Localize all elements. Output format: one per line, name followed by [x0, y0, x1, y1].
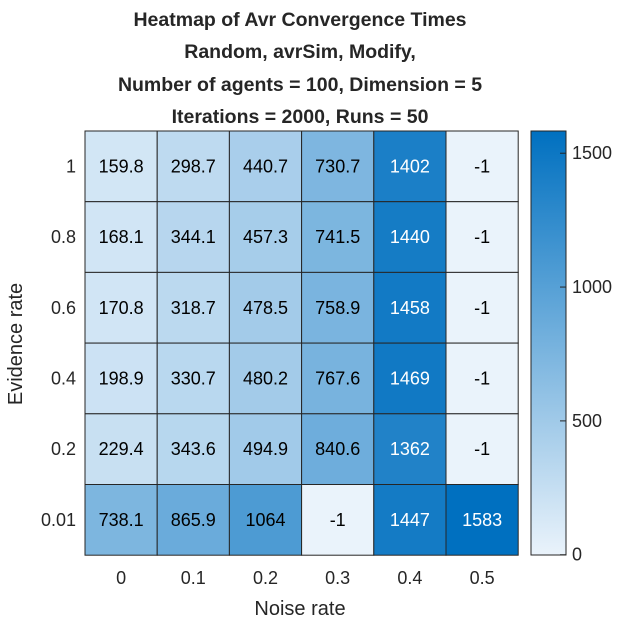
x-tick-labels: 0 0.1 0.2 0.3 0.4 0.5 — [116, 568, 495, 588]
heatmap-cell — [445, 484, 519, 556]
y-tick-label: 1 — [66, 156, 76, 176]
heatmap-cell — [156, 130, 230, 203]
y-tick-labels: 1 0.8 0.6 0.4 0.2 0.01 — [41, 156, 76, 529]
cell-value-label: 344.1 — [171, 227, 216, 247]
cell-value-label: 440.7 — [243, 156, 288, 176]
x-tick-label: 0.2 — [253, 568, 278, 588]
cell-value-label: -1 — [474, 227, 490, 247]
y-tick-label: 0.4 — [51, 368, 76, 388]
cell-value-label: 865.9 — [171, 510, 216, 530]
heatmap-cell — [228, 413, 303, 485]
cell-value-label: 738.1 — [99, 510, 144, 530]
heatmap-cell — [301, 271, 375, 344]
heatmap-cell — [301, 130, 375, 203]
y-tick-label: 0.2 — [51, 439, 76, 459]
cell-value-label: 494.9 — [243, 439, 288, 459]
cell-value-label: 1064 — [245, 510, 285, 530]
cell-value-label: 457.3 — [243, 227, 288, 247]
y-tick-label: 0.6 — [51, 298, 76, 318]
heatmap-cell — [301, 342, 375, 415]
heatmap-cell — [301, 484, 375, 556]
heatmap-cell — [445, 271, 519, 344]
heatmap-cell — [373, 413, 447, 485]
heatmap-cell — [373, 271, 447, 344]
heatmap-cell — [228, 130, 303, 203]
chart-title: Heatmap of Avr Convergence Times Random,… — [118, 9, 482, 128]
y-axis-label: Evidence rate — [5, 283, 27, 405]
cell-value-label: 330.7 — [171, 368, 216, 388]
cell-value-label: -1 — [474, 156, 490, 176]
heatmap-cell — [445, 130, 519, 203]
cell-value-label: -1 — [474, 439, 490, 459]
cell-value-label: 1402 — [390, 156, 430, 176]
cell-value-label: 343.6 — [171, 439, 216, 459]
heatmap-cell — [84, 342, 158, 415]
colorbar-tick-label: 500 — [572, 411, 602, 431]
heatmap-cell — [445, 201, 519, 273]
heatmap-cell — [84, 484, 158, 556]
y-tick-label: 0.8 — [51, 227, 76, 247]
colorbar-gradient — [530, 130, 567, 556]
colorbar: 0 500 1000 1500 — [530, 130, 612, 565]
cell-value-label: 1583 — [462, 510, 502, 530]
cell-value-label: 741.5 — [315, 227, 360, 247]
cell-value-label: 1458 — [390, 298, 430, 318]
title-line-1: Heatmap of Avr Convergence Times — [133, 9, 466, 31]
cell-value-label: 1469 — [390, 368, 430, 388]
heatmap-cell — [445, 413, 519, 485]
x-axis-label: Noise rate — [254, 598, 345, 620]
x-tick-label: 0.3 — [325, 568, 350, 588]
colorbar-tick-label: 1000 — [572, 277, 612, 297]
cell-value-label: -1 — [330, 510, 346, 530]
cell-value-label: 318.7 — [171, 298, 216, 318]
heatmap-cell — [156, 271, 230, 344]
heatmap-cell — [228, 342, 303, 415]
heatmap-cell — [373, 342, 447, 415]
heatmap-cell — [445, 342, 519, 415]
heatmap-cell — [301, 201, 375, 273]
heatmap-cell — [156, 201, 230, 273]
cell-value-label: 767.6 — [315, 368, 360, 388]
heatmap-cell — [373, 484, 447, 556]
cell-value-label: 168.1 — [99, 227, 144, 247]
cell-value-label: 1440 — [390, 227, 430, 247]
x-tick-label: 0.5 — [470, 568, 495, 588]
colorbar-tick-label: 0 — [572, 545, 582, 565]
cell-value-label: -1 — [474, 298, 490, 318]
colorbar-tick-label: 1500 — [572, 143, 612, 163]
cell-value-label: 1362 — [390, 439, 430, 459]
heatmap-cell — [156, 342, 230, 415]
cell-value-label: -1 — [474, 368, 490, 388]
cell-value-label: 480.2 — [243, 368, 288, 388]
cell-value-label: 478.5 — [243, 298, 288, 318]
heatmap-cell — [84, 413, 158, 485]
x-tick-label: 0 — [116, 568, 126, 588]
title-line-3: Number of agents = 100, Dimension = 5 — [118, 74, 482, 96]
x-tick-label: 0.1 — [181, 568, 206, 588]
cell-value-label: 730.7 — [315, 156, 360, 176]
heatmap-cell — [84, 130, 158, 203]
colorbar-ticks: 0 500 1000 1500 — [560, 143, 612, 565]
cell-value-label: 758.9 — [315, 298, 360, 318]
cell-value-label: 159.8 — [99, 156, 144, 176]
cell-value-label: 198.9 — [99, 368, 144, 388]
cell-value-label: 840.6 — [315, 439, 360, 459]
heatmap-cell — [301, 413, 375, 485]
x-tick-label: 0.4 — [397, 568, 422, 588]
y-tick-label: 0.01 — [41, 510, 76, 530]
title-line-2: Random, avrSim, Modify, — [184, 41, 416, 63]
cell-value-label: 298.7 — [171, 156, 216, 176]
cell-value-label: 1447 — [390, 510, 430, 530]
title-line-4: Iterations = 2000, Runs = 50 — [172, 106, 429, 128]
heatmap-cells: 159.8 298.7 440.7 730.7 1402 -1 168.1 344.1 457.… — [84, 130, 519, 556]
cell-value-label: 170.8 — [99, 298, 144, 318]
cell-value-label: 229.4 — [99, 439, 144, 459]
